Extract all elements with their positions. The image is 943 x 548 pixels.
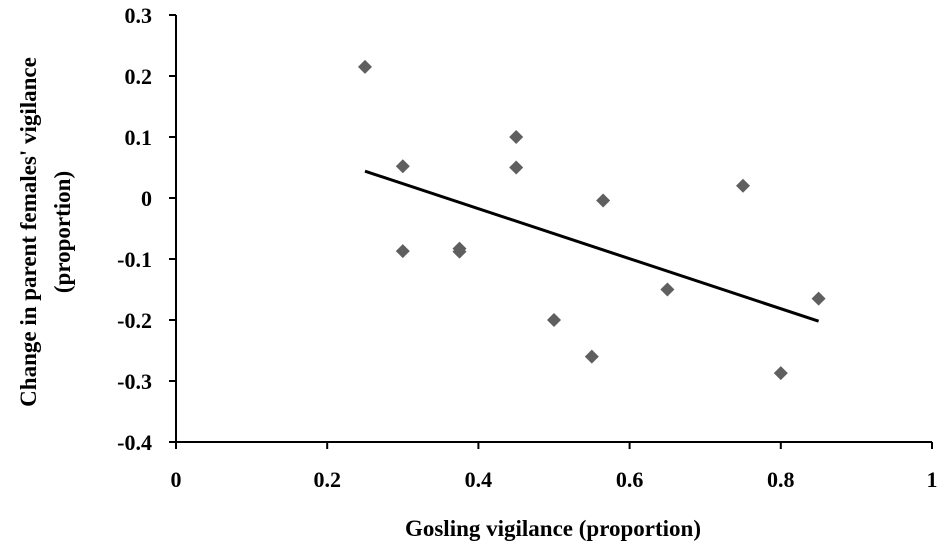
data-point bbox=[452, 244, 467, 259]
y-tick-label: -0.1 bbox=[117, 247, 152, 272]
data-points bbox=[358, 59, 826, 381]
y-axis-title: Change in parent females' vigilance (pro… bbox=[16, 57, 75, 407]
y-tick-label: 0.3 bbox=[125, 3, 153, 28]
data-point bbox=[395, 159, 410, 174]
data-point bbox=[596, 193, 611, 208]
data-point bbox=[584, 349, 599, 364]
y-tick-label: -0.4 bbox=[117, 430, 152, 455]
x-tick-label: 0 bbox=[171, 467, 182, 492]
y-tick-label: 0.2 bbox=[125, 64, 153, 89]
x-tick-label: 1 bbox=[927, 467, 938, 492]
data-point bbox=[811, 291, 826, 306]
data-point bbox=[395, 244, 410, 259]
data-point bbox=[660, 282, 675, 297]
data-point bbox=[358, 59, 372, 74]
y-axis-title-line2: (proportion) bbox=[50, 171, 75, 293]
x-tick-label: 0.2 bbox=[313, 467, 341, 492]
y-tick-label: 0 bbox=[141, 186, 152, 211]
y-axis-title-line1: Change in parent females' vigilance bbox=[16, 57, 41, 407]
x-tick-label: 0.6 bbox=[616, 467, 644, 492]
x-tick-label: 0.4 bbox=[465, 467, 493, 492]
trendline-layer bbox=[364, 169, 820, 323]
data-point bbox=[509, 160, 524, 175]
x-axis-title: Gosling vigilance (proportion) bbox=[405, 516, 701, 541]
y-axis: 0.3 0.2 0.1 0 -0.1 -0.2 -0.3 -0.4 bbox=[117, 3, 177, 455]
x-axis: 0 0.2 0.4 0.6 0.8 1 bbox=[171, 441, 938, 492]
y-tick-label: -0.3 bbox=[117, 369, 152, 394]
x-tick-label: 0.8 bbox=[767, 467, 795, 492]
y-tick-label: 0.1 bbox=[125, 125, 153, 150]
trendline bbox=[364, 169, 820, 323]
y-tick-label: -0.2 bbox=[117, 308, 152, 333]
data-point bbox=[547, 313, 561, 327]
data-point bbox=[773, 366, 788, 381]
data-point bbox=[736, 178, 750, 193]
data-point bbox=[509, 130, 524, 144]
